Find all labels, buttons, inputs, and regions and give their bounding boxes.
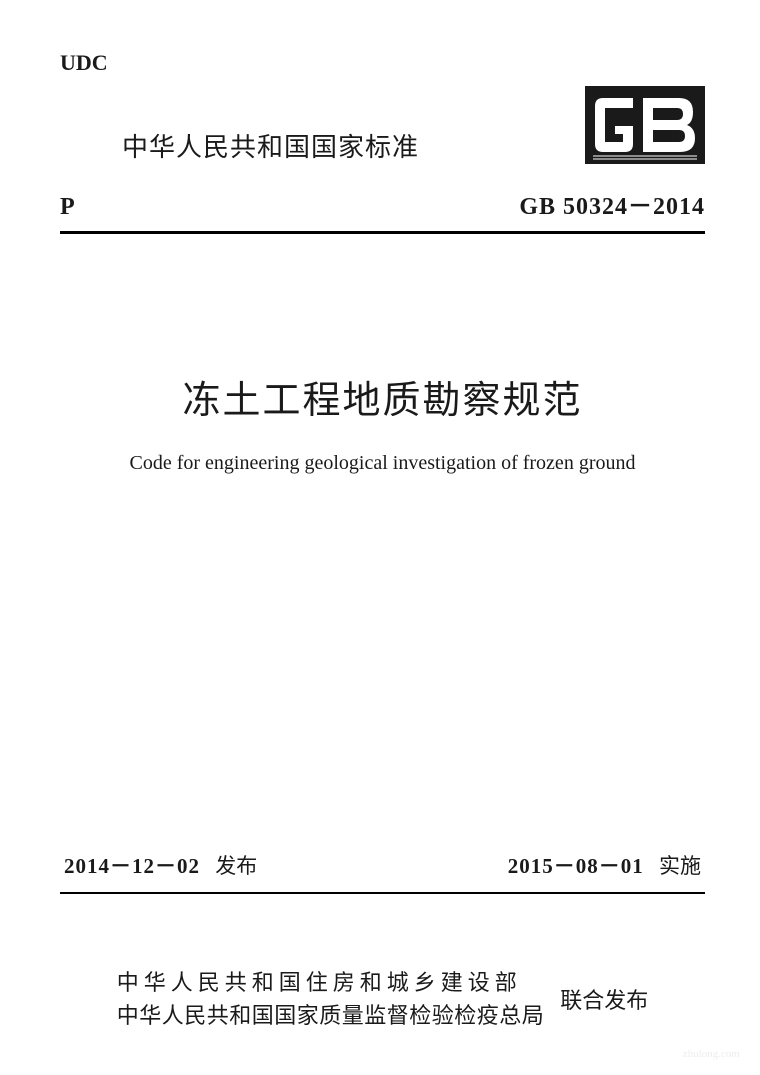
issue-date: 2014－12－02: [64, 854, 200, 878]
p-label: P: [60, 194, 75, 221]
header-top-row: UDC: [60, 50, 705, 76]
dates-row: 2014－12－02 发布 2015－08－01 实施: [60, 850, 705, 880]
joint-publish-label: 联合发布: [560, 983, 648, 1015]
issue-date-item: 2014－12－02 发布: [64, 850, 257, 880]
code-row: P GB 50324－2014: [60, 186, 705, 221]
effective-date: 2015－08－01: [508, 854, 644, 878]
effective-date-item: 2015－08－01 实施: [508, 850, 701, 880]
gb-code: GB 50324－2014: [519, 186, 705, 221]
title-english: Code for engineering geological investig…: [60, 452, 705, 475]
top-divider: [60, 231, 705, 234]
udc-label: UDC: [60, 50, 108, 76]
title-chinese: 冻土工程地质勘察规范: [60, 369, 705, 424]
effective-label: 实施: [659, 854, 701, 878]
standard-row: 中华人民共和国国家标准: [60, 86, 705, 164]
publisher-line-2: 中华人民共和国国家质量监督检验检疫总局: [117, 999, 545, 1032]
gb-logo-svg: [585, 86, 705, 164]
publisher-section: 中华人民共和国住房和城乡建设部 中华人民共和国国家质量监督检验检疫总局 联合发布: [60, 966, 705, 1032]
issue-label: 发布: [215, 854, 257, 878]
title-section: 冻土工程地质勘察规范 Code for engineering geologic…: [60, 369, 705, 475]
watermark: zhulong.com: [683, 1048, 740, 1060]
national-standard-text: 中华人民共和国国家标准: [122, 127, 419, 164]
publisher-names: 中华人民共和国住房和城乡建设部 中华人民共和国国家质量监督检验检疫总局: [117, 966, 545, 1032]
bottom-divider: [60, 892, 705, 894]
publisher-line-1: 中华人民共和国住房和城乡建设部: [117, 966, 545, 999]
gb-logo: [585, 86, 705, 164]
